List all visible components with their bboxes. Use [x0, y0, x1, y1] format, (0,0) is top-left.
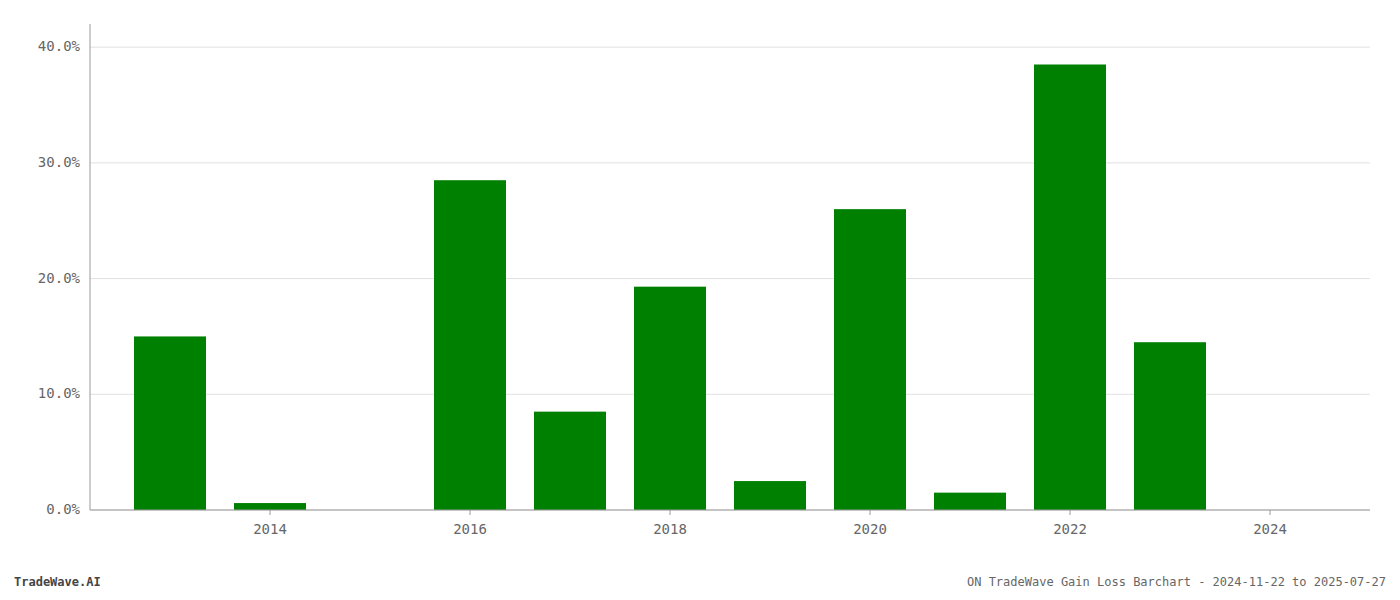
grid-line [90, 510, 1370, 511]
y-tick-label: 20.0% [38, 270, 81, 286]
grid-line [90, 47, 1370, 48]
bar [1034, 65, 1106, 511]
y-tick-label: 10.0% [38, 385, 81, 401]
bar [134, 336, 206, 510]
bars [134, 65, 1206, 511]
x-tick-label: 2018 [653, 521, 687, 537]
x-tick [870, 510, 871, 515]
bar [234, 503, 306, 510]
x-tick [470, 510, 471, 515]
x-tick-label: 2022 [1053, 521, 1087, 537]
x-tick-label: 2014 [253, 521, 287, 537]
bar [534, 412, 606, 510]
grid-line [90, 162, 1370, 163]
bar [834, 209, 906, 510]
x-tick [270, 510, 271, 515]
bar [434, 180, 506, 510]
x-tick-label: 2020 [853, 521, 887, 537]
x-tick [670, 510, 671, 515]
bar [934, 493, 1006, 510]
x-tick-label: 2016 [453, 521, 487, 537]
chart-container: 0.0% 10.0% 20.0% 30.0% 40.0% 2014 2016 2018 2020… [0, 0, 1400, 600]
grid [90, 47, 1370, 510]
chart: 0.0% 10.0% 20.0% 30.0% 40.0% 2014 2016 2018 2020… [0, 0, 1400, 600]
x-tick [1070, 510, 1071, 515]
y-axis-line [90, 24, 91, 510]
bar [634, 287, 706, 510]
footer-left: TradeWave.AI [14, 575, 101, 589]
x-tick-label: 2024 [1253, 521, 1287, 537]
y-tick-label: 30.0% [38, 154, 81, 170]
bar [1134, 342, 1206, 510]
background [0, 0, 1400, 600]
x-tick [1270, 510, 1271, 515]
y-tick-label: 0.0% [46, 501, 80, 517]
x-axis-line [90, 510, 1370, 511]
bar [734, 481, 806, 510]
footer-right: ON TradeWave Gain Loss Barchart - 2024-1… [967, 575, 1386, 589]
y-tick-label: 40.0% [38, 38, 81, 54]
grid-line [90, 278, 1370, 279]
